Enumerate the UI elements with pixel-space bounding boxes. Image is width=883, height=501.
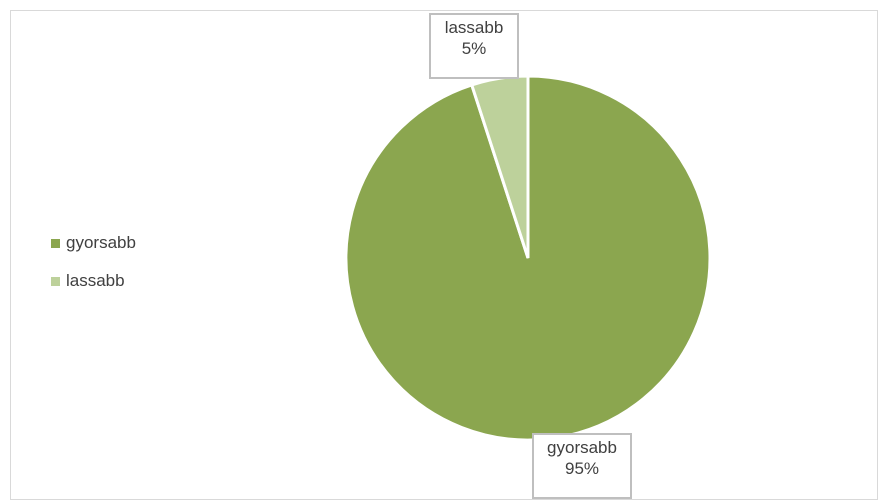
legend-item-gyorsabb: gyorsabb xyxy=(51,233,136,253)
legend-swatch-gyorsabb xyxy=(51,238,60,248)
legend-swatch-lassabb xyxy=(51,276,60,286)
data-label-gyorsabb-value: 95% xyxy=(564,459,600,478)
legend-label-gyorsabb: gyorsabb xyxy=(66,233,136,252)
legend: gyorsabb lassabb xyxy=(51,233,136,309)
pie-chart xyxy=(344,74,712,442)
data-label-lassabb-name: lassabb xyxy=(444,18,504,37)
data-label-gyorsabb-name: gyorsabb xyxy=(547,438,617,457)
legend-label-lassabb: lassabb xyxy=(66,271,125,290)
data-label-lassabb: lassabb 5% xyxy=(429,13,519,79)
data-label-gyorsabb: gyorsabb 95% xyxy=(532,433,632,499)
chart-area: gyorsabb lassabb lassabb 5% gyorsabb 95% xyxy=(10,10,878,500)
legend-item-lassabb: lassabb xyxy=(51,271,136,291)
data-label-lassabb-value: 5% xyxy=(461,39,487,58)
